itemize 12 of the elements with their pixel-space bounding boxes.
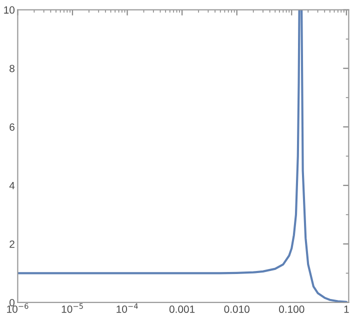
x-tick-label: 0.010	[224, 306, 250, 313]
x-tick-label: 1	[344, 306, 349, 313]
y-tick-label: 8	[10, 64, 14, 72]
x-tick-label: 0.100	[279, 306, 304, 313]
y-tick-label: 10	[4, 6, 15, 14]
y-tick-label: 6	[10, 123, 14, 131]
y-tick-label: 0	[10, 298, 15, 306]
x-tick-label: 10$^{−4}$	[116, 303, 138, 313]
x-tick-label: 10$^{−5}$	[62, 303, 83, 313]
y-tick-label: 4	[9, 182, 15, 190]
x-tick-label: 0.001	[169, 306, 195, 313]
y-tick-label: 2	[10, 240, 14, 248]
